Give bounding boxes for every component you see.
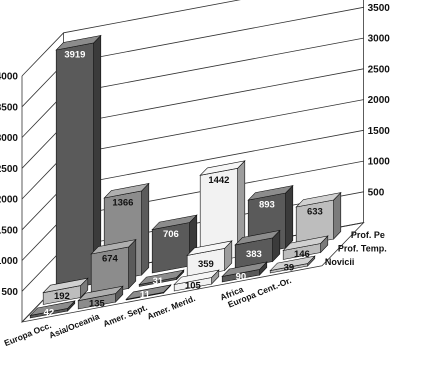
bar: 3919	[55, 34, 102, 292]
y-tick-label-right: 1500	[368, 126, 391, 137]
y-tick-label-right: 2500	[368, 64, 391, 75]
bar: 192	[42, 277, 89, 305]
bar-side	[285, 184, 294, 249]
bar-top	[269, 255, 316, 272]
y-tick-label-right: 500	[368, 187, 385, 198]
bar-value-label: 706	[163, 229, 179, 240]
bar-top	[173, 269, 220, 285]
bar-value-label: 1366	[112, 198, 133, 209]
bar-top	[295, 192, 342, 208]
bar-top	[282, 235, 329, 251]
bar-value-label: 39	[284, 263, 295, 274]
bar-top	[221, 261, 268, 277]
bar-value-label: 146	[294, 249, 310, 260]
y-tick-label-left: 3500	[0, 102, 18, 113]
bar: 674	[90, 238, 137, 296]
bar-top	[199, 160, 246, 176]
bar-value-label: 11	[140, 290, 151, 301]
bar: 633	[295, 191, 342, 247]
bar-top	[29, 300, 76, 316]
bar: 135	[77, 285, 124, 310]
bar-top	[125, 284, 172, 300]
bar: 105	[173, 269, 220, 292]
series-label: Novicii	[325, 257, 355, 267]
series-label: Prof. Temp.	[338, 243, 387, 253]
category-label: Europa Occ.	[3, 320, 53, 348]
bar-value-label: 1442	[208, 175, 229, 186]
bar-top	[42, 277, 89, 294]
bar-top	[138, 269, 185, 286]
bar-value-label: 674	[102, 254, 119, 265]
axis-ticks: 500 1000 1500 2000 2500 3000 3500 4000 500 1000 15…	[0, 3, 391, 298]
series-label: Prof. Pe	[351, 230, 385, 240]
bar-top	[186, 240, 233, 256]
bar-value-label: 42	[44, 308, 55, 319]
bar-side	[128, 238, 137, 290]
bar-value-label: 893	[259, 200, 275, 211]
bar-value-label: 135	[89, 299, 106, 310]
series-labels: Novicii Prof. Temp. Prof. Pe	[325, 230, 387, 267]
y-tick-label-left: 1000	[0, 256, 18, 267]
bar-top	[247, 185, 294, 201]
y-tick-label-left: 1500	[0, 225, 18, 236]
bar: 90	[221, 261, 268, 283]
bar-value-label: 359	[198, 259, 214, 270]
bar-top	[77, 285, 124, 302]
bars: 3919 1366 706 1442 893 633 192 674 31 359 383 146 42…	[29, 34, 342, 319]
bar: 359	[186, 240, 233, 278]
bar: 42	[29, 300, 76, 319]
bar-side	[141, 182, 150, 276]
y-tick-label-left: 3000	[0, 133, 18, 144]
bar: 146	[282, 235, 329, 260]
y-tick-label-right: 2000	[368, 95, 391, 106]
y-tick-label-left: 2000	[0, 195, 18, 206]
bar-top	[90, 239, 137, 255]
bar-front	[55, 42, 94, 292]
bar: 706	[151, 214, 198, 274]
bar-value-label: 383	[246, 249, 262, 260]
bar-value-label: 3919	[64, 50, 85, 61]
bar: 11	[125, 284, 172, 301]
bar-side	[333, 191, 342, 240]
bar-value-label: 105	[185, 281, 202, 292]
y-tick-label-left: 4000	[0, 72, 18, 83]
bar-value-label: 90	[236, 272, 247, 283]
bar: 1442	[199, 160, 246, 265]
bar-top	[151, 214, 198, 231]
bar: 39	[269, 255, 316, 274]
bar-value-label: 31	[153, 276, 164, 287]
bar-top	[234, 230, 281, 246]
bar: 383	[234, 229, 281, 269]
bar-value-label: 633	[307, 207, 323, 218]
bar-top	[103, 183, 150, 199]
y-tick-label-right: 3000	[368, 34, 391, 45]
y-tick-label-left: 500	[1, 287, 18, 298]
y-tick-label-left: 2500	[0, 164, 18, 175]
bar-top	[55, 35, 102, 51]
y-tick-label-right: 1000	[368, 157, 391, 168]
y-tick-label-right: 3500	[368, 3, 391, 14]
bar-value-label: 192	[54, 291, 70, 302]
bar: 31	[138, 269, 185, 287]
